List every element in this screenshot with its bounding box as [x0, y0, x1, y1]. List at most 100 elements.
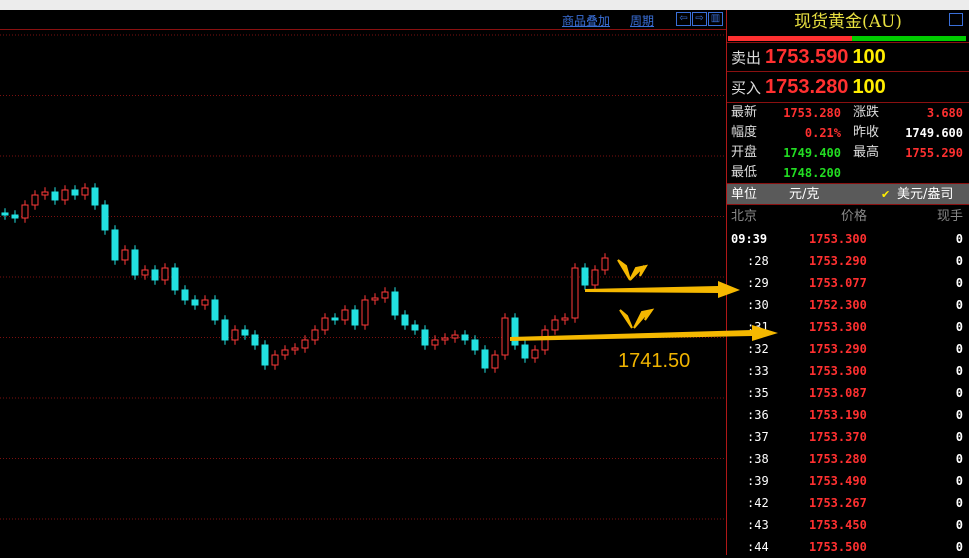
- candle: [241, 325, 249, 340]
- tick-row: :42 1753.267 0: [727, 492, 969, 514]
- tick-row: :37 1753.370 0: [727, 426, 969, 448]
- candle-body: [331, 317, 339, 321]
- candle: [401, 310, 409, 330]
- candle: [371, 293, 379, 305]
- sell-quote: 卖出 1753.590 100: [727, 42, 969, 72]
- candle: [501, 313, 509, 360]
- stat-label: 涨跌: [853, 105, 880, 120]
- candle: [321, 313, 329, 335]
- candle: [471, 335, 479, 355]
- scroll-left-button[interactable]: ⇦: [676, 12, 691, 26]
- toggle-panel-button[interactable]: ▥: [708, 12, 723, 26]
- candle-body: [21, 204, 29, 219]
- candle: [551, 315, 559, 335]
- sell-volume: 100: [852, 45, 886, 68]
- tick-price: 1753.300: [809, 364, 867, 378]
- candle-body: [461, 334, 469, 341]
- stat-label: 开盘: [731, 145, 758, 160]
- buy-volume: 100: [852, 76, 886, 98]
- candle: [201, 295, 209, 310]
- candle: [281, 345, 289, 360]
- header-price: 价格: [841, 209, 868, 224]
- candle: [101, 200, 109, 235]
- candle-body: [511, 317, 519, 346]
- candle: [191, 295, 199, 310]
- tick-row: :36 1753.190 0: [727, 404, 969, 426]
- stat-label: 最高: [853, 145, 880, 160]
- candlestick-chart[interactable]: [0, 31, 726, 555]
- candle-body: [471, 339, 479, 351]
- candle: [591, 265, 599, 290]
- tick-qty: 0: [955, 430, 963, 444]
- candle-body: [411, 324, 419, 331]
- candle: [151, 265, 159, 285]
- stats-row: 最新 1753.280 涨跌 3.680: [727, 103, 969, 123]
- candle-body: [291, 347, 299, 351]
- candle-body: [571, 267, 579, 319]
- tick-qty: 0: [955, 496, 963, 510]
- unit-option-yuan-gram[interactable]: 元/克: [789, 187, 820, 202]
- candle-body: [221, 319, 229, 341]
- candle-body: [11, 214, 19, 219]
- candle-body: [141, 269, 149, 276]
- tick-time: :30: [747, 298, 769, 312]
- tick-price: 1753.300: [809, 320, 867, 334]
- candle-body: [551, 319, 559, 331]
- candle-body: [341, 309, 349, 321]
- candle: [421, 325, 429, 350]
- candle-body: [41, 191, 49, 196]
- candle: [251, 330, 259, 350]
- tick-qty: 0: [955, 232, 963, 246]
- scroll-right-button[interactable]: ⇨: [692, 12, 707, 26]
- tick-qty: 0: [955, 298, 963, 312]
- tick-price: 1753.290: [809, 254, 867, 268]
- overlay-commodity-link[interactable]: 商品叠加: [562, 14, 611, 28]
- buy-label: 买入: [731, 79, 762, 97]
- period-link[interactable]: 周期: [630, 14, 655, 28]
- candle: [381, 287, 389, 303]
- unit-selector: 单位 元/克 ✔ 美元/盎司: [727, 183, 969, 205]
- candle: [111, 225, 119, 265]
- quote-panel: 现货黄金(AU) 卖出 1753.590 100 买入 1753.280 100…: [727, 10, 969, 555]
- candle: [261, 340, 269, 370]
- candle: [231, 325, 239, 345]
- candle-body: [61, 189, 69, 201]
- check-icon: ✔: [881, 188, 891, 201]
- maximize-icon[interactable]: [949, 13, 963, 26]
- tick-price: 1753.290: [809, 342, 867, 356]
- candle: [481, 345, 489, 373]
- candle-body: [241, 329, 249, 336]
- price-level-annotation: 1741.50: [618, 350, 691, 372]
- candle-body: [201, 299, 209, 306]
- candle: [431, 335, 439, 350]
- candle: [441, 333, 449, 345]
- candle-body: [51, 191, 59, 201]
- tick-row: :30 1752.300 0: [727, 294, 969, 316]
- tick-qty: 0: [955, 540, 963, 554]
- tick-row: :43 1753.450 0: [727, 514, 969, 536]
- tick-price: 1753.267: [809, 496, 867, 510]
- tick-price: 1753.087: [809, 386, 867, 400]
- candle-body: [91, 187, 99, 206]
- ratio-buy-segment: [851, 36, 966, 41]
- candle-body: [491, 354, 499, 369]
- unit-option-usd-ounce[interactable]: 美元/盎司: [897, 187, 954, 202]
- candle: [461, 330, 469, 345]
- candle: [51, 187, 59, 205]
- candle: [301, 335, 309, 353]
- stats-grid: 最新 1753.280 涨跌 3.680 幅度 0.21% 昨收 1749.600…: [727, 103, 969, 183]
- candle-body: [31, 194, 39, 206]
- tick-qty: 0: [955, 254, 963, 268]
- candle: [531, 345, 539, 363]
- tick-time: :38: [747, 452, 769, 466]
- tick-price: 1753.490: [809, 474, 867, 488]
- candle-body: [311, 329, 319, 341]
- tick-list[interactable]: 09:39 1753.300 0:28 1753.290 0:29 1753.0…: [727, 228, 969, 558]
- tick-time: :37: [747, 430, 769, 444]
- chart-toolbar: 商品叠加 周期 ⇦ ⇨ ▥: [0, 10, 726, 30]
- tick-time: :39: [747, 474, 769, 488]
- tick-time: :33: [747, 364, 769, 378]
- header-time: 北京: [731, 209, 758, 224]
- candle-body: [181, 289, 189, 301]
- candle-body: [1, 212, 9, 216]
